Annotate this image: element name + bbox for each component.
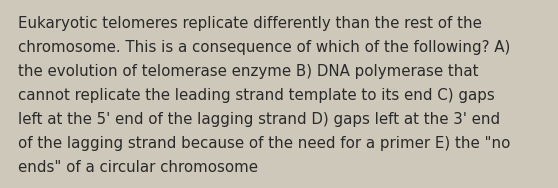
Text: left at the 5' end of the lagging strand D) gaps left at the 3' end: left at the 5' end of the lagging strand… [18, 112, 500, 127]
Text: chromosome. This is a consequence of which of the following? A): chromosome. This is a consequence of whi… [18, 40, 511, 55]
Text: cannot replicate the leading strand template to its end C) gaps: cannot replicate the leading strand temp… [18, 88, 495, 103]
Text: the evolution of telomerase enzyme B) DNA polymerase that: the evolution of telomerase enzyme B) DN… [18, 64, 479, 79]
Text: ends" of a circular chromosome: ends" of a circular chromosome [18, 160, 258, 175]
Text: of the lagging strand because of the need for a primer E) the "no: of the lagging strand because of the nee… [18, 136, 511, 151]
Text: Eukaryotic telomeres replicate differently than the rest of the: Eukaryotic telomeres replicate different… [18, 16, 482, 31]
